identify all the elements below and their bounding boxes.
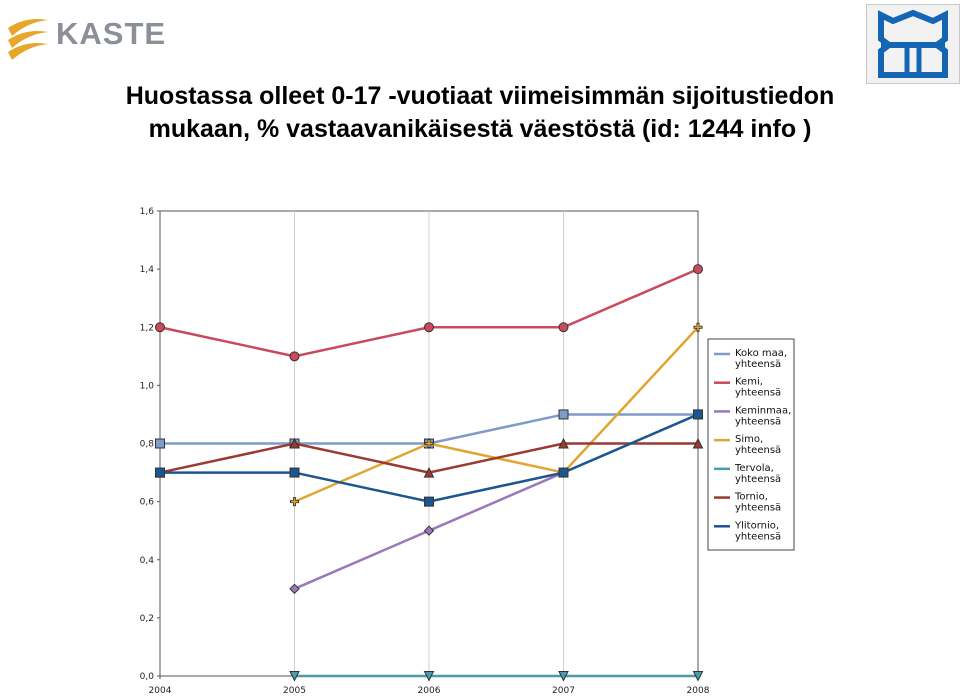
- legend-label: yhteensä: [735, 474, 781, 485]
- legend-label: Keminmaa,: [735, 405, 791, 416]
- x-tick-label: 2007: [552, 686, 575, 696]
- legend-label: Koko maa,: [735, 348, 787, 359]
- data-point: [290, 497, 299, 507]
- y-tick-label: 1,2: [140, 323, 154, 333]
- data-point: [423, 466, 435, 478]
- data-point: [423, 525, 435, 536]
- data-point: [423, 671, 435, 682]
- data-point: [155, 322, 165, 333]
- data-point: [693, 409, 703, 420]
- slide-title: Huostassa olleet 0-17 -vuotiaat viimeisi…: [60, 80, 900, 146]
- data-point: [289, 583, 300, 595]
- y-tick-label: 0,0: [140, 672, 155, 682]
- x-tick-label: 2004: [149, 686, 172, 696]
- title-line-1: Huostassa olleet 0-17 -vuotiaat viimeisi…: [125, 82, 835, 110]
- legend: Koko maa,yhteensäKemi,yhteensäKeminmaa,y…: [707, 338, 795, 551]
- data-point: [692, 671, 704, 682]
- y-tick-label: 1,6: [140, 207, 155, 217]
- ministry-emblem-icon: [866, 4, 960, 84]
- kaste-wave-icon: [8, 19, 48, 60]
- legend-label: yhteensä: [735, 531, 781, 542]
- y-tick-label: 0,4: [140, 556, 155, 566]
- data-point: [558, 409, 569, 420]
- legend-label: yhteensä: [735, 388, 781, 399]
- kaste-logo: KASTE: [4, 12, 167, 64]
- data-point: [693, 322, 703, 332]
- legend-label: Kemi,: [735, 377, 763, 388]
- data-point: [558, 671, 569, 682]
- legend-label: yhteensä: [735, 359, 781, 370]
- x-tick-label: 2008: [687, 686, 710, 696]
- data-point: [155, 438, 165, 449]
- legend-label: yhteensä: [735, 503, 781, 514]
- x-tick-label: 2005: [283, 686, 306, 696]
- data-point: [558, 437, 569, 449]
- data-point: [558, 467, 569, 478]
- data-point: [424, 496, 434, 507]
- data-point: [155, 467, 165, 478]
- data-point: [424, 439, 434, 448]
- data-point: [692, 437, 704, 449]
- legend-label: Ylitornio,: [734, 520, 779, 531]
- y-tick-label: 1,0: [140, 381, 155, 391]
- legend-label: Tornio,: [734, 492, 768, 503]
- legend-label: yhteensä: [735, 445, 781, 456]
- data-point: [558, 322, 569, 333]
- series-2: [155, 264, 703, 362]
- y-tick-label: 0,6: [140, 498, 155, 508]
- data-point: [289, 467, 300, 478]
- brand-name: KASTE: [56, 16, 167, 51]
- data-point: [289, 437, 300, 449]
- y-tick-label: 0,2: [140, 614, 154, 624]
- series-5: [289, 671, 704, 682]
- legend-label: Simo,: [735, 434, 763, 445]
- legend-box: [707, 338, 795, 551]
- data-point: [693, 264, 703, 275]
- y-tick-label: 0,8: [140, 440, 155, 450]
- data-point: [424, 322, 434, 333]
- data-point: [289, 671, 300, 682]
- x-tick-label: 2006: [418, 686, 441, 696]
- title-line-2: mukaan, % vastaavanikäisestä väestöstä (…: [148, 115, 812, 143]
- legend-label: yhteensä: [735, 416, 781, 427]
- series-7: [155, 409, 703, 507]
- legend-label: Tervola,: [734, 463, 774, 474]
- y-tick-label: 1,4: [140, 265, 155, 275]
- data-point: [289, 351, 300, 362]
